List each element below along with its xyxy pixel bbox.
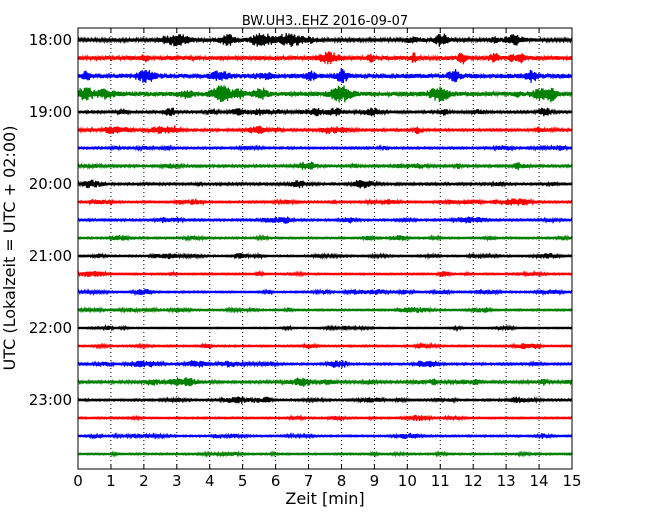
x-tick-label: 8 bbox=[337, 472, 347, 490]
y-tick-label: 18:00 bbox=[29, 31, 72, 49]
x-tick-label: 4 bbox=[205, 472, 215, 490]
x-tick-label: 15 bbox=[562, 472, 581, 490]
x-tick-label: 5 bbox=[238, 472, 248, 490]
x-tick-label: 2 bbox=[139, 472, 149, 490]
x-tick-label: 13 bbox=[497, 472, 516, 490]
y-tick-label: 19:00 bbox=[29, 103, 72, 121]
y-axis-ticks: 18:00 19:00 20:00 21:00 22:00 23:00 bbox=[29, 31, 572, 409]
y-tick-label: 20:00 bbox=[29, 175, 72, 193]
chart-title: BW.UH3..EHZ 2016-09-07 bbox=[242, 14, 408, 29]
plot-frame bbox=[77, 27, 573, 470]
x-tick-label: 9 bbox=[370, 472, 380, 490]
x-tick-label: 7 bbox=[304, 472, 314, 490]
x-tick-label: 6 bbox=[271, 472, 281, 490]
x-tick-label: 11 bbox=[431, 472, 450, 490]
x-tick-label: 0 bbox=[73, 472, 83, 490]
x-tick-label: 10 bbox=[398, 472, 417, 490]
x-tick-label: 14 bbox=[530, 472, 549, 490]
grid-lines bbox=[110, 28, 540, 469]
y-axis-label: UTC (Lokalzeit = UTC + 02:00) bbox=[0, 126, 19, 371]
y-tick-label: 21:00 bbox=[29, 247, 72, 265]
y-tick-label: 23:00 bbox=[29, 391, 72, 409]
x-axis-label: Zeit [min] bbox=[285, 489, 364, 508]
x-tick-label: 3 bbox=[172, 472, 182, 490]
y-tick-label: 22:00 bbox=[29, 319, 72, 337]
traces bbox=[77, 33, 573, 458]
x-axis-ticks: 0 1 2 3 4 5 6 7 8 9 10 11 12 13 14 15 bbox=[73, 28, 582, 490]
x-tick-label: 1 bbox=[106, 472, 116, 490]
x-tick-label: 12 bbox=[464, 472, 483, 490]
